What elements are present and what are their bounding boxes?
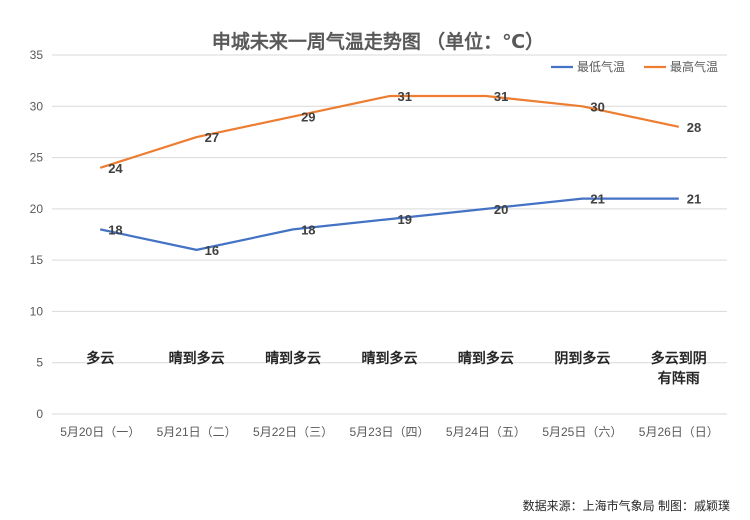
x-tick-label: 5月22日（三） bbox=[253, 425, 333, 439]
y-tick-label: 30 bbox=[30, 99, 44, 113]
y-tick-label: 0 bbox=[36, 407, 43, 421]
x-tick-label: 5月26日（日） bbox=[639, 425, 719, 439]
weather-label: 多云 bbox=[86, 350, 114, 366]
y-tick-label: 35 bbox=[30, 48, 44, 62]
weather-label: 晴到多云 bbox=[362, 350, 418, 366]
y-axis-ticks: 0 5 10 15 20 25 30 35 bbox=[30, 48, 44, 421]
y-tick-label: 20 bbox=[30, 202, 44, 216]
weather-label: 有阵雨 bbox=[658, 370, 700, 386]
data-label: 31 bbox=[398, 89, 412, 104]
legend-label: 最高气温 bbox=[670, 59, 718, 74]
x-tick-label: 5月24日（五） bbox=[446, 425, 526, 439]
weather-label: 阴到多云 bbox=[554, 350, 610, 366]
data-label: 30 bbox=[590, 99, 604, 114]
data-label: 28 bbox=[687, 120, 701, 135]
data-label: 31 bbox=[494, 89, 508, 104]
series-line-low bbox=[99, 197, 679, 251]
x-tick-label: 5月23日（四） bbox=[349, 425, 429, 439]
legend: 最低气温 最高气温 bbox=[551, 59, 718, 74]
data-label: 20 bbox=[494, 202, 508, 217]
chart-title: 申城未来一周气温走势图 （单位：℃） bbox=[212, 30, 544, 53]
data-label: 18 bbox=[301, 222, 315, 237]
data-label: 16 bbox=[205, 243, 219, 258]
y-tick-label: 25 bbox=[30, 151, 44, 165]
data-label: 29 bbox=[301, 110, 315, 125]
series-line-high bbox=[99, 94, 680, 169]
data-label: 27 bbox=[205, 130, 219, 145]
weather-label: 多云到阴 bbox=[651, 350, 707, 366]
x-tick-label: 5月25日（六） bbox=[542, 425, 622, 439]
source-credit: 数据来源：上海市气象局 制图：戚颖璞 bbox=[523, 498, 730, 513]
legend-label: 最低气温 bbox=[577, 59, 625, 74]
x-axis-ticks: 5月20日（一） 5月21日（二） 5月22日（三） 5月23日（四） 5月24日（五）… bbox=[60, 425, 719, 439]
weather-label: 晴到多云 bbox=[169, 350, 225, 366]
y-tick-label: 15 bbox=[30, 253, 44, 267]
x-tick-label: 5月20日（一） bbox=[60, 425, 140, 439]
data-label: 18 bbox=[108, 222, 122, 237]
weather-label: 晴到多云 bbox=[458, 350, 514, 366]
gridlines bbox=[52, 54, 727, 415]
y-tick-label: 5 bbox=[36, 356, 43, 370]
series-lines bbox=[99, 94, 680, 251]
y-tick-label: 10 bbox=[30, 304, 44, 318]
data-labels: 18 16 18 19 20 21 21 24 27 29 31 31 30 28 bbox=[108, 89, 701, 258]
data-label: 24 bbox=[108, 161, 123, 176]
data-label: 21 bbox=[590, 192, 604, 207]
x-tick-label: 5月21日（二） bbox=[157, 425, 237, 439]
weather-label: 晴到多云 bbox=[265, 350, 321, 366]
data-label: 21 bbox=[687, 192, 701, 207]
data-label: 19 bbox=[398, 212, 412, 227]
